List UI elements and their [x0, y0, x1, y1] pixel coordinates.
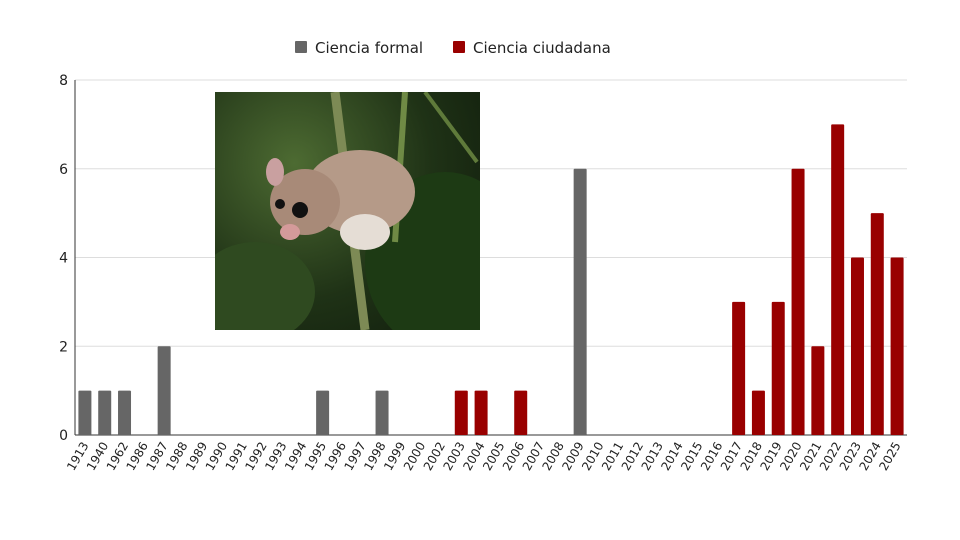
- bar-1998: [375, 390, 389, 435]
- y-tick-label: 8: [59, 73, 68, 89]
- legend: Ciencia formal Ciencia ciudadana: [295, 39, 611, 57]
- legend-swatch-formal: [295, 41, 307, 53]
- bar-2021: [811, 346, 825, 435]
- bar-2024: [870, 213, 884, 435]
- y-tick-label: 4: [59, 251, 68, 267]
- bar-2023: [850, 257, 864, 435]
- bar-2025: [890, 257, 904, 435]
- bar-2017: [732, 301, 746, 435]
- bar-1913: [78, 390, 92, 435]
- y-tick-label: 0: [59, 428, 68, 444]
- bar-2009: [573, 168, 587, 435]
- bar-2022: [831, 124, 845, 435]
- bar-2018: [751, 390, 765, 435]
- legend-label-formal: Ciencia formal: [315, 39, 423, 57]
- y-tick-label: 6: [59, 162, 68, 178]
- bar-2006: [514, 390, 528, 435]
- legend-label-ciudadana: Ciencia ciudadana: [473, 39, 611, 57]
- bar-1962: [118, 390, 132, 435]
- bar-2019: [771, 301, 785, 435]
- legend-swatch-ciudadana: [453, 41, 465, 53]
- bar-1987: [157, 346, 171, 435]
- bar-1940: [98, 390, 112, 435]
- bar-2003: [454, 390, 468, 435]
- bar-2004: [474, 390, 488, 435]
- opossum-photo: [215, 92, 480, 330]
- y-tick-label: 2: [59, 339, 68, 355]
- bar-2020: [791, 168, 805, 435]
- bar-1995: [316, 390, 330, 435]
